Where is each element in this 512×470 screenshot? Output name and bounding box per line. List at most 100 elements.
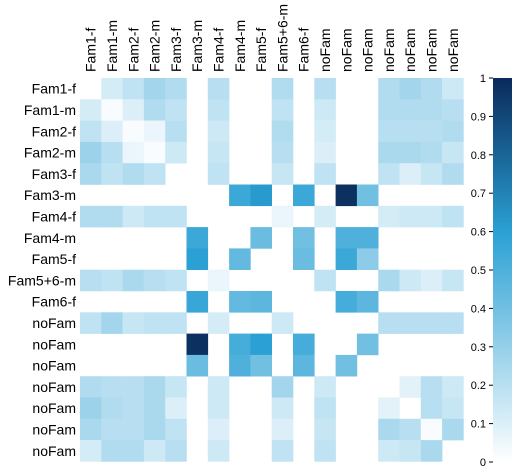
heatmap-cell xyxy=(101,418,123,441)
heatmap-cell xyxy=(143,440,166,462)
heatmap-cell xyxy=(378,99,400,121)
y-tick-label: Fam2-f xyxy=(32,123,76,139)
colorbar-tick-label: 0.8 xyxy=(471,150,486,162)
heatmap-cell xyxy=(122,269,145,292)
heatmap-cell xyxy=(442,120,464,143)
colorbar-tick-label: 0.5 xyxy=(471,265,486,277)
heatmap-cell xyxy=(314,397,336,420)
heatmap-cell xyxy=(229,291,251,313)
heatmap-cell xyxy=(293,333,315,356)
heatmap-cell xyxy=(122,163,145,185)
heatmap-cell xyxy=(101,78,123,100)
y-tick-label: Fam1-f xyxy=(32,81,76,97)
heatmap-cell xyxy=(101,141,123,164)
x-tick-label: noFam xyxy=(423,28,439,72)
heatmap-cell xyxy=(335,248,358,270)
x-tick-label: noFam xyxy=(381,28,397,72)
colorbar-tick-label: 1 xyxy=(480,73,486,85)
heatmap-cell xyxy=(442,269,464,292)
heatmap-cell xyxy=(314,418,336,441)
heatmap-cell xyxy=(122,141,145,164)
heatmap-cell xyxy=(80,99,102,121)
heatmap-cell xyxy=(207,78,230,100)
heatmap-cell xyxy=(186,227,209,249)
heatmap-cell xyxy=(420,78,443,100)
heatmap-cell xyxy=(314,141,336,164)
heatmap-cell xyxy=(101,99,123,121)
x-tick-label: Fam2-m xyxy=(147,20,163,72)
heatmap-cell xyxy=(165,397,187,420)
heatmap-cell xyxy=(420,205,443,228)
heatmap-cell xyxy=(101,312,123,334)
heatmap-cell xyxy=(442,397,464,420)
heatmap-cell xyxy=(229,354,251,377)
heatmap-cell xyxy=(80,418,102,441)
heatmap-cell xyxy=(271,376,294,398)
heatmap-cell xyxy=(165,312,187,334)
heatmap-cell xyxy=(250,354,272,377)
heatmap-cell xyxy=(271,141,294,164)
colorbar-tick-label: 0.1 xyxy=(471,419,486,431)
x-tick-label: Fam3-f xyxy=(168,28,184,72)
heatmap-cell xyxy=(420,269,443,292)
heatmap-cell xyxy=(143,269,166,292)
y-tick-label: Fam5-f xyxy=(32,251,76,267)
heatmap-cell xyxy=(207,269,230,292)
heatmap-cell xyxy=(250,291,272,313)
y-tick-label: noFam xyxy=(32,421,76,437)
heatmap-cell xyxy=(207,440,230,462)
heatmap-cell xyxy=(420,376,443,398)
heatmap-cell xyxy=(229,248,251,270)
heatmap-cell xyxy=(335,184,358,207)
heatmap-cell xyxy=(399,312,422,334)
heatmap-cell xyxy=(356,184,379,207)
heatmap-cell xyxy=(293,354,315,377)
heatmap-cell xyxy=(143,163,166,185)
heatmap-cell xyxy=(314,163,336,185)
colorbar: 0 0.1 0.2 0.3 0.4 0.5 0.6 0.7 0.8 0.9 1 xyxy=(471,73,512,469)
x-tick-label: Fam4-f xyxy=(210,28,226,72)
colorbar-tick-label: 0.3 xyxy=(471,342,486,354)
heatmap-cell xyxy=(143,397,166,420)
heatmap-cell xyxy=(314,376,336,398)
heatmap-cell xyxy=(165,440,187,462)
heatmap-cell xyxy=(122,418,145,441)
heatmap-cell xyxy=(207,312,230,334)
y-tick-label: noFam xyxy=(32,379,76,395)
heatmap-cell xyxy=(442,99,464,121)
heatmap-cell xyxy=(420,163,443,185)
heatmap-cell xyxy=(80,269,102,292)
heatmap-cell xyxy=(101,397,123,420)
x-tick-label: Fam4-m xyxy=(232,20,248,72)
heatmap-cell xyxy=(80,312,102,334)
heatmap-cell xyxy=(122,376,145,398)
heatmap-cell xyxy=(399,440,422,462)
heatmap-cell xyxy=(314,99,336,121)
heatmap-cell xyxy=(207,120,230,143)
y-tick-label: noFam xyxy=(32,400,76,416)
y-tick-label: Fam4-f xyxy=(32,208,76,224)
heatmap-cell xyxy=(122,312,145,334)
x-tick-label: Fam5+6-m xyxy=(274,4,290,72)
heatmap-cell xyxy=(271,78,294,100)
heatmap-cell xyxy=(122,78,145,100)
x-tick-label: Fam6-f xyxy=(296,28,312,72)
heatmap-cell xyxy=(271,312,294,334)
heatmap-cell xyxy=(399,120,422,143)
heatmap-cell xyxy=(271,99,294,121)
heatmap-cell xyxy=(186,248,209,270)
heatmap-cell xyxy=(271,120,294,143)
heatmap-cell xyxy=(271,418,294,441)
heatmap-cell xyxy=(165,205,187,228)
heatmap-cell xyxy=(80,440,102,462)
heatmap-cell xyxy=(420,99,443,121)
y-tick-label: noFam xyxy=(32,443,76,459)
heatmap-cell xyxy=(80,120,102,143)
x-tick-labels: Fam1-f Fam1-m Fam2-f Fam2-m Fam3-f Fam3-m Fam4… xyxy=(83,4,461,72)
heatmap-cell xyxy=(335,354,358,377)
heatmap-cell xyxy=(143,120,166,143)
x-tick-label: noFam xyxy=(338,28,354,72)
heatmap-cell xyxy=(207,418,230,441)
heatmap-cell xyxy=(80,163,102,185)
colorbar-tick-label: 0.9 xyxy=(471,111,486,123)
